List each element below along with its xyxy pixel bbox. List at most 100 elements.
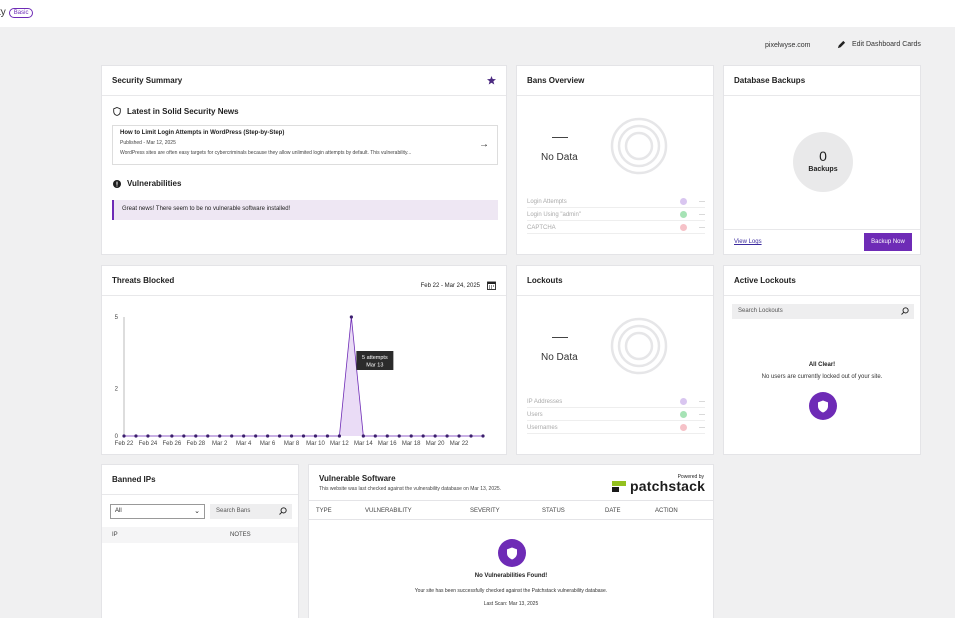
active-lockouts-card: Active Lockouts Search Lockouts All Clea…: [723, 265, 921, 455]
calendar-icon[interactable]: [487, 281, 496, 290]
x-tick-label: Mar 4: [236, 441, 252, 447]
data-point: [146, 434, 150, 438]
data-point: [182, 434, 186, 438]
data-point: [122, 434, 126, 438]
news-article[interactable]: How to Limit Login Attempts in WordPress…: [112, 125, 498, 165]
plan-badge: Basic: [8, 8, 34, 18]
no-data-dash: [552, 337, 568, 338]
data-point: [218, 434, 222, 438]
tooltip-date: Mar 13: [366, 363, 383, 369]
shield-outline-icon: [113, 107, 121, 116]
all-clear-title: All Clear!: [808, 362, 836, 368]
date-range-picker[interactable]: Feb 22 - Mar 24, 2025: [421, 276, 496, 295]
card-title: Vulnerable Software: [319, 474, 396, 483]
brand: tyBasic: [0, 7, 34, 18]
data-point: [134, 434, 138, 438]
star-icon[interactable]: [487, 76, 496, 85]
vulnerabilities-heading-text: Vulnerabilities: [127, 179, 182, 188]
column-date[interactable]: DATE: [605, 508, 621, 514]
card-title: Lockouts: [527, 276, 563, 285]
data-point: [397, 434, 401, 438]
no-data-label: No Data: [541, 352, 578, 363]
legend-label: IP Addresses: [527, 398, 563, 405]
backups-count-circle: 0 Backups: [793, 132, 853, 192]
data-point: [266, 434, 270, 438]
card-title: Banned IPs: [112, 475, 156, 484]
data-point: [373, 434, 377, 438]
banned-ips-card: Banned IPs All ⌄ Search Bans IP NOTES: [101, 464, 299, 618]
legend-row: Usernames —: [527, 424, 705, 431]
y-tick-label: 0: [115, 434, 119, 440]
data-point: [242, 434, 246, 438]
search-icon[interactable]: [279, 507, 287, 515]
legend-dot: [680, 411, 687, 418]
y-tick-label: 5: [115, 315, 119, 321]
security-summary-card: Security Summary Latest in Solid Securit…: [101, 65, 507, 255]
x-tick-label: Mar 22: [450, 441, 469, 447]
column-notes[interactable]: NOTES: [230, 532, 251, 538]
legend-value: —: [699, 411, 705, 418]
legend-row: IP Addresses —: [527, 398, 705, 405]
data-point: [409, 434, 413, 438]
view-logs-link[interactable]: View Logs: [734, 239, 762, 245]
empty-state-title: No Vulnerabilities Found!: [474, 573, 548, 579]
column-ip[interactable]: IP: [112, 532, 118, 538]
tooltip-attempts: 5 attempts: [362, 355, 388, 361]
y-tick-label: 2: [115, 386, 119, 392]
x-tick-label: Mar 2: [212, 441, 228, 447]
no-data-area: No Data: [517, 297, 713, 397]
x-tick-label: Mar 12: [330, 441, 349, 447]
search-icon[interactable]: [901, 307, 909, 315]
legend-value: —: [699, 224, 705, 231]
article-excerpt: WordPress sites are often easy targets f…: [120, 150, 412, 156]
site-name: pixelwyse.com: [765, 42, 811, 49]
x-tick-label: Mar 10: [306, 441, 325, 447]
ban-filter-select[interactable]: All ⌄: [110, 504, 205, 519]
all-clear-message: No users are currently locked out of you…: [761, 374, 883, 380]
no-data-area: No Data: [517, 97, 713, 197]
data-point: [481, 434, 485, 438]
search-bans-input[interactable]: Search Bans: [210, 504, 292, 519]
vulnerabilities-notice: Great news! There seem to be no vulnerab…: [112, 200, 498, 220]
data-point: [289, 434, 294, 438]
data-point: [230, 434, 234, 438]
empty-state-message: Your site has been successfully checked …: [414, 588, 608, 594]
news-heading-text: Latest in Solid Security News: [127, 107, 239, 116]
column-action[interactable]: ACTION: [655, 508, 678, 514]
edit-dashboard-cards-button[interactable]: Edit Dashboard Cards: [837, 40, 921, 49]
column-type[interactable]: TYPE: [316, 508, 332, 514]
empty-donut-icon: [610, 317, 668, 375]
column-severity[interactable]: SEVERITY: [470, 508, 500, 514]
filter-value: All: [115, 508, 122, 514]
arrow-right-icon[interactable]: →: [479, 139, 489, 150]
data-point: [277, 434, 282, 438]
empty-donut-icon: [610, 117, 668, 175]
legend-dot: [680, 224, 687, 231]
no-data-dash: [552, 137, 568, 138]
data-point: [445, 434, 449, 438]
data-point: [313, 434, 318, 438]
data-point: [385, 434, 389, 438]
backup-now-button[interactable]: Backup Now: [864, 233, 912, 251]
area-fill: [124, 317, 483, 436]
backups-count: 0: [819, 148, 827, 164]
data-point: [433, 434, 437, 438]
brand-name: ty: [0, 7, 6, 18]
search-lockouts-input[interactable]: Search Lockouts: [732, 304, 914, 319]
powered-by-label: Powered by: [677, 474, 704, 480]
x-tick-label: Feb 26: [163, 441, 182, 447]
table-header: TYPE VULNERABILITY SEVERITY STATUS DATE …: [309, 500, 713, 520]
legend-dot: [680, 398, 687, 405]
date-range-label: Feb 22 - Mar 24, 2025: [420, 282, 480, 289]
shield-icon: [809, 392, 837, 420]
card-subtitle: This website was last checked against th…: [319, 486, 502, 492]
data-point: [457, 434, 461, 438]
vulnerabilities-heading: Vulnerabilities: [113, 179, 506, 188]
x-tick-label: Feb 28: [186, 441, 205, 447]
vulnerable-software-card: Vulnerable Software This website was las…: [308, 464, 714, 618]
lockouts-card: Lockouts No Data IP Addresses — Users — Us…: [516, 265, 714, 455]
news-heading: Latest in Solid Security News: [113, 107, 506, 116]
column-vulnerability[interactable]: VULNERABILITY: [365, 508, 412, 514]
patchstack-logo: patchstack: [612, 478, 705, 494]
column-status[interactable]: STATUS: [542, 508, 565, 514]
